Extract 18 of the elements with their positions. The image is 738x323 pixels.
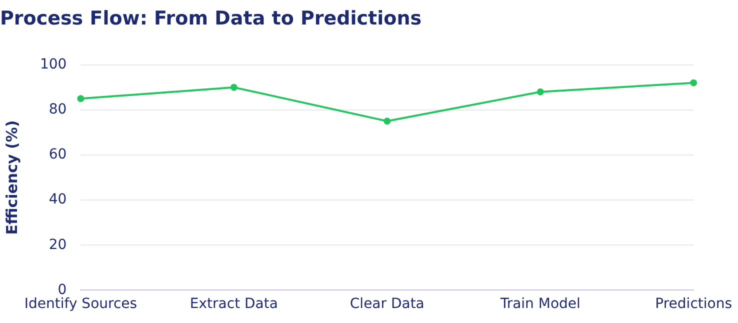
y-tick-label: 60 [48, 146, 67, 163]
point [230, 84, 238, 91]
point [77, 95, 84, 102]
y-axis-title: Efficiency (%) [2, 120, 21, 235]
x-tick-label: Identify Sources [24, 296, 138, 312]
x-tick-label: Clear Data [350, 296, 424, 312]
chart-title: Process Flow: From Data to Predictions [0, 7, 422, 30]
point [384, 118, 391, 125]
x-tick-label: Predictions [655, 296, 732, 312]
x-tick-label: Extract Data [190, 296, 278, 312]
y-tick-label: 0 [58, 282, 67, 298]
point [536, 88, 544, 96]
point [690, 79, 698, 86]
y-tick-label: 20 [48, 236, 67, 253]
y-tick-label: 40 [48, 192, 67, 208]
y-tick-label: 100 [40, 56, 67, 72]
y-tick-label: 80 [48, 102, 67, 118]
x-tick-label: Train Model [499, 296, 580, 312]
